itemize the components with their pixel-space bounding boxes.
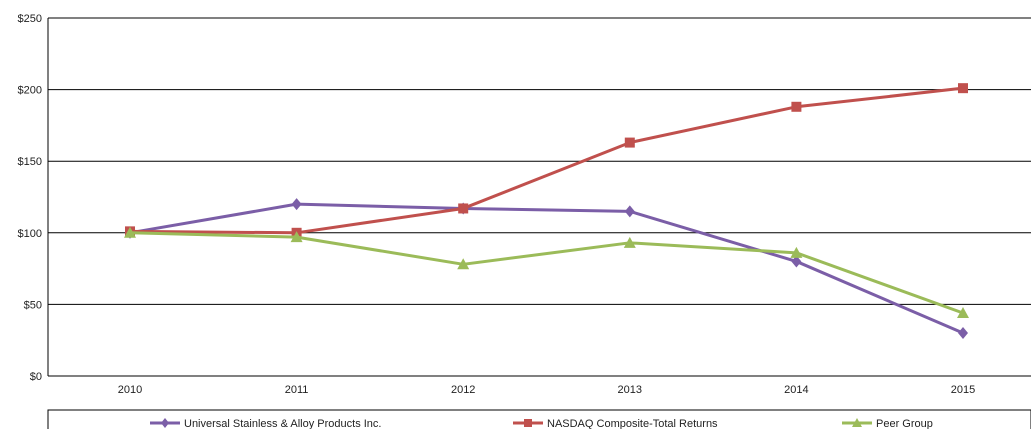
legend-item: NASDAQ Composite-Total Returns xyxy=(513,418,718,429)
legend-swatch-marker xyxy=(161,418,169,428)
y-tick-label: $0 xyxy=(30,371,42,383)
data-point xyxy=(958,327,968,340)
data-point xyxy=(791,101,802,112)
x-axis-ticks: 2010 2011 2012 2013 2014 2015 xyxy=(118,384,975,396)
x-tick-label: 2015 xyxy=(951,384,975,396)
legend: Universal Stainless & Alloy Products Inc… xyxy=(47,409,1031,429)
series-group xyxy=(124,83,969,340)
series-line xyxy=(129,202,964,335)
data-point xyxy=(958,83,968,94)
x-tick-label: 2013 xyxy=(618,384,642,396)
legend-item: Peer Group xyxy=(842,418,933,429)
series xyxy=(125,83,968,238)
data-point xyxy=(624,137,635,148)
y-tick-label: $150 xyxy=(18,156,42,168)
gridlines xyxy=(47,17,1031,377)
legend-item: Universal Stainless & Alloy Products Inc… xyxy=(150,418,381,429)
y-tick-label: $200 xyxy=(18,85,42,97)
series xyxy=(124,226,969,318)
data-point xyxy=(124,226,136,238)
data-point xyxy=(458,203,469,214)
y-axis-ticks: $0 $50 $100 $150 $200 $250 xyxy=(18,13,42,383)
data-point xyxy=(457,258,470,270)
data-point xyxy=(291,198,302,211)
x-tick-label: 2014 xyxy=(784,384,808,396)
legend-label: NASDAQ Composite-Total Returns xyxy=(547,418,718,429)
series-line xyxy=(129,231,964,315)
legend-swatch-marker xyxy=(524,419,532,427)
data-point xyxy=(623,236,636,248)
data-point xyxy=(290,231,303,243)
y-tick-label: $50 xyxy=(24,299,42,311)
x-tick-label: 2011 xyxy=(285,384,309,396)
data-point xyxy=(791,255,802,268)
legend-box xyxy=(47,409,1031,429)
data-point xyxy=(790,246,803,258)
data-point xyxy=(624,205,635,218)
x-tick-label: 2010 xyxy=(118,384,142,396)
y-tick-label: $100 xyxy=(18,228,42,240)
y-tick-label: $250 xyxy=(18,13,42,25)
legend-swatch-marker xyxy=(852,418,862,427)
legend-label: Universal Stainless & Alloy Products Inc… xyxy=(184,418,381,429)
x-tick-label: 2012 xyxy=(451,384,475,396)
series-line xyxy=(129,86,964,235)
data-point xyxy=(957,306,969,318)
legend-label: Peer Group xyxy=(876,418,933,429)
